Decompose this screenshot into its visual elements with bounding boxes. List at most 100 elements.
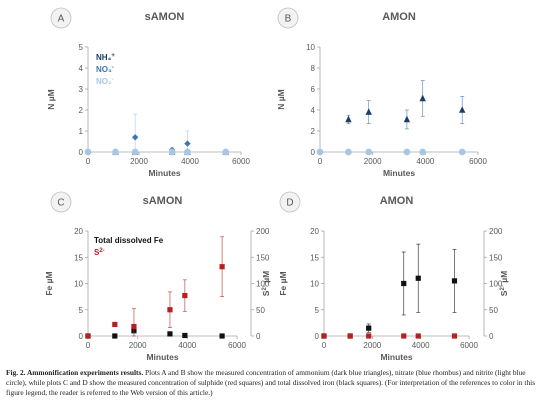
panel-badge [279, 191, 301, 213]
y-tick-label: 10 [74, 280, 83, 289]
series-diamond-3f75b6 [131, 113, 191, 154]
x-axis-label: Minutes [148, 168, 180, 178]
y2-tick-label: 50 [489, 306, 498, 315]
x-tick-label: 0 [318, 157, 323, 166]
y-tick-label: 5 [79, 306, 84, 315]
y2-tick-label: 150 [489, 253, 503, 262]
text-run: NH₄ [96, 53, 112, 62]
x-tick-label: 4000 [181, 157, 199, 166]
text-run: - [112, 77, 114, 83]
data-point [167, 307, 173, 313]
legend-entry: Total dissolved Fe [94, 236, 164, 245]
data-point [365, 148, 373, 156]
legend-entry: S2- [94, 248, 105, 257]
data-point [182, 332, 188, 339]
y-tick-label: 2 [311, 127, 316, 136]
text-run: µM [261, 271, 271, 285]
y-tick-label: 0 [315, 332, 320, 341]
data-point [403, 148, 411, 156]
y-tick-label: 2 [79, 106, 84, 115]
data-point [451, 278, 458, 284]
panel-badge [50, 191, 72, 213]
y2-tick-label: 0 [489, 332, 494, 341]
legend-entry: NH₄+ [96, 53, 115, 62]
data-point [184, 148, 191, 156]
text-run: S [94, 248, 100, 257]
data-point [415, 333, 421, 339]
series-square-111111 [321, 243, 458, 339]
data-point [168, 148, 176, 156]
x-tick-label: 0 [86, 157, 91, 166]
data-point [131, 148, 139, 156]
y-tick-label: 4 [79, 64, 84, 73]
y2-axis-label: S2- µM [261, 271, 271, 296]
x-tick-label: 2000 [129, 341, 147, 350]
panel-letter: D [286, 198, 293, 209]
data-point [112, 333, 118, 339]
y-tick-label: 20 [310, 227, 319, 236]
x-tick-label: 4000 [412, 341, 430, 350]
x-tick-label: 4000 [416, 157, 434, 166]
text-run: + [111, 53, 115, 59]
data-point [459, 106, 466, 113]
y-axis-label: N µM [46, 89, 56, 109]
panel-letter: B [285, 14, 292, 25]
series-square-111111 [85, 328, 225, 339]
x-tick-label: 0 [322, 341, 327, 350]
data-point [419, 148, 427, 156]
y-tick-label: 4 [311, 106, 316, 115]
x-tick-label: 4000 [178, 341, 196, 350]
chart-panel-b: B AMON 0 2 4 6 8 10 0 2000 4000 6000 Minutes N µM [276, 7, 487, 178]
panel-letter: A [58, 14, 65, 25]
data-point [219, 264, 225, 270]
figure-caption: Fig. 2. Ammonification experiments resul… [6, 368, 548, 399]
data-point [131, 134, 139, 141]
text-run: S [499, 290, 509, 296]
y-tick-label: 20 [74, 227, 83, 236]
data-point [419, 94, 426, 102]
y2-tick-label: 100 [256, 280, 270, 289]
x-axis-label: Minutes [380, 352, 412, 362]
series-circle-a9c6e6 [316, 148, 466, 156]
legend-entry: NO₂- [96, 77, 114, 86]
data-point [366, 325, 372, 331]
text-run: - [112, 65, 114, 71]
y-tick-label: 10 [310, 280, 319, 289]
y-tick-label: 5 [79, 43, 84, 52]
text-run: NO₃ [96, 65, 112, 74]
text-run: 2- [99, 248, 104, 254]
text-run: NO₂ [96, 77, 112, 86]
y-tick-label: 8 [311, 64, 316, 73]
data-point [366, 333, 372, 339]
y2-tick-label: 200 [256, 227, 270, 236]
data-point [184, 140, 191, 147]
data-point [365, 108, 372, 115]
data-point [84, 148, 92, 156]
data-point [85, 333, 91, 339]
y-tick-label: 0 [311, 148, 316, 157]
y-tick-label: 0 [79, 148, 84, 157]
data-point [345, 115, 352, 123]
chart-title: sAMON [143, 195, 183, 207]
data-point [112, 321, 118, 328]
y2-tick-label: 100 [489, 280, 503, 289]
x-tick-label: 0 [86, 341, 91, 350]
y2-tick-label: 200 [489, 227, 503, 236]
chart-title: sAMON [145, 11, 185, 23]
x-axis-label: Minutes [383, 168, 415, 178]
y-tick-label: 5 [315, 306, 320, 315]
data-point [403, 115, 411, 123]
data-point [347, 333, 353, 339]
data-point [219, 333, 225, 339]
caption-lead: Fig. 2. Ammonification experiments resul… [6, 368, 144, 377]
y-tick-label: 15 [310, 253, 319, 262]
x-tick-label: 6000 [469, 157, 487, 166]
x-axis-label: Minutes [146, 352, 178, 362]
text-run: S [261, 290, 271, 296]
data-point [321, 333, 327, 339]
legend-entry: NO₃- [96, 65, 114, 74]
data-point [316, 148, 324, 156]
